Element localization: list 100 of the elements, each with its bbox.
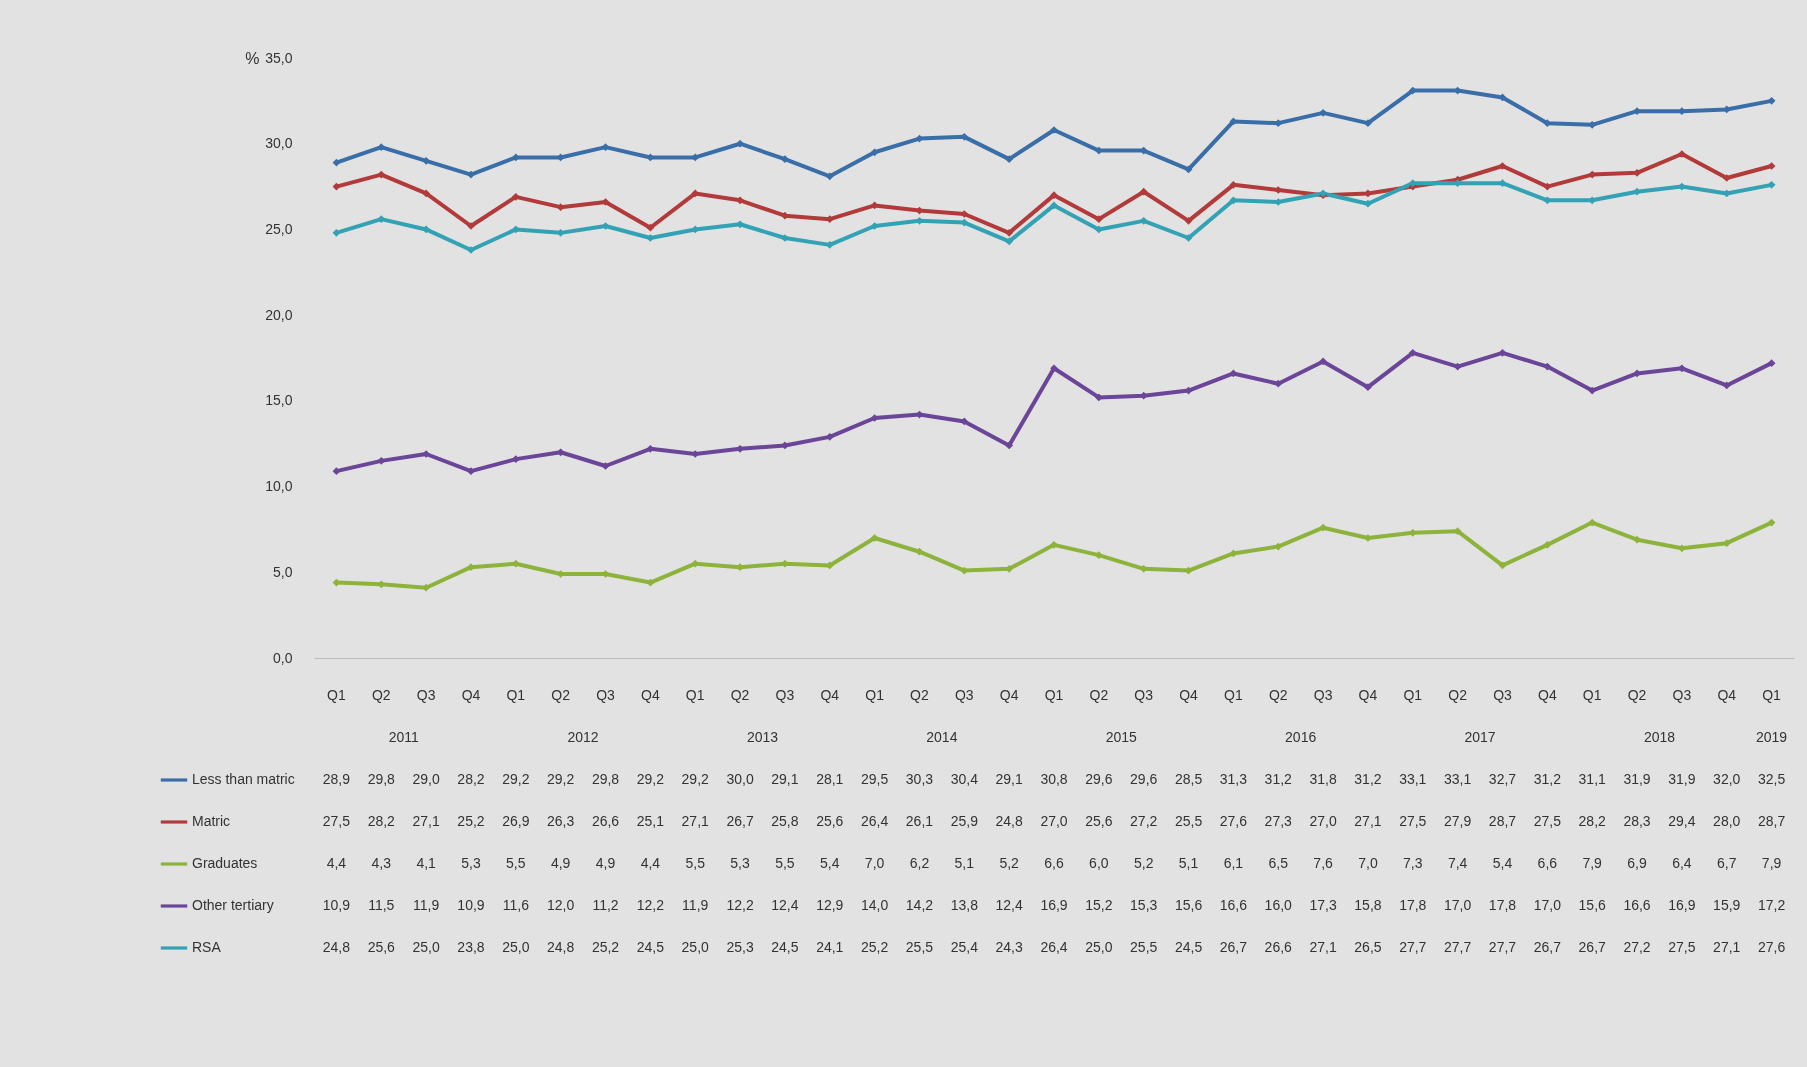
x-tick-label: Q4 — [1717, 687, 1737, 703]
data-label: 25,6 — [816, 813, 844, 829]
data-label: 24,8 — [995, 813, 1023, 829]
data-label: 17,3 — [1309, 897, 1337, 913]
point — [1094, 215, 1103, 224]
data-label: 31,3 — [1219, 771, 1248, 787]
data-label: 26,4 — [1040, 939, 1068, 955]
data-label: 5,1 — [1178, 855, 1199, 871]
point — [1722, 381, 1731, 390]
legend-label: Less than matric — [192, 771, 295, 787]
x-tick-label: Q1 — [685, 687, 705, 703]
point — [332, 182, 341, 191]
data-label: 26,9 — [502, 813, 530, 829]
data-label: 5,2 — [999, 855, 1020, 871]
point — [1543, 362, 1552, 371]
text: 2011 — [388, 729, 419, 745]
data-label: 25,1 — [636, 813, 665, 829]
data-label: 5,5 — [685, 855, 706, 871]
point — [1319, 108, 1327, 117]
data-label: 28,3 — [1623, 813, 1651, 829]
x-tick-label: Q3 — [1493, 687, 1513, 703]
point — [1229, 369, 1238, 378]
text: 2019 — [1756, 729, 1788, 745]
data-label: 7,9 — [1761, 855, 1782, 871]
data-label: 26,3 — [547, 813, 575, 829]
x-tick-label: Q3 — [596, 687, 616, 703]
point — [1319, 357, 1327, 366]
data-label: 27,1 — [681, 813, 710, 829]
data-label: 27,1 — [1713, 939, 1741, 955]
data-label: 28,2 — [1578, 813, 1607, 829]
data-label: 5,2 — [1133, 855, 1154, 871]
data-label: 25,0 — [1085, 939, 1113, 955]
data-label: 5,3 — [730, 855, 750, 871]
data-label: 17,0 — [1533, 897, 1562, 913]
data-label: 28,5 — [1174, 771, 1203, 787]
data-label: 32,5 — [1757, 771, 1786, 787]
data-label: 25,2 — [457, 813, 485, 829]
data-label: 17,8 — [1488, 897, 1517, 913]
data-label: 29,8 — [591, 771, 620, 787]
x-tick-label: Q2 — [910, 687, 929, 703]
data-label: 28,2 — [457, 771, 485, 787]
data-label: 29,2 — [636, 771, 665, 787]
data-label: 25,6 — [1085, 813, 1113, 829]
data-label: 27,6 — [1757, 939, 1786, 955]
data-label: 27,2 — [1130, 813, 1158, 829]
point — [467, 170, 475, 179]
data-label: 31,1 — [1578, 771, 1607, 787]
data-label: 26,6 — [1264, 939, 1293, 955]
point — [1498, 162, 1507, 170]
data-label: 15,3 — [1130, 897, 1158, 913]
data-label: 4,9 — [550, 855, 571, 871]
point — [1184, 234, 1193, 242]
data-label: 12,4 — [995, 897, 1023, 913]
x-tick-label: Q4 — [461, 687, 481, 703]
y-tick-label: 20,0 — [265, 306, 293, 323]
data-label: 25,0 — [681, 939, 710, 955]
data-label: 7,4 — [1447, 855, 1468, 871]
data-label: 7,0 — [1358, 855, 1378, 871]
data-label: 11,9 — [682, 897, 709, 913]
data-label: 27,1 — [1309, 939, 1337, 955]
text: 2017 — [1464, 729, 1496, 745]
legend-label: RSA — [192, 939, 222, 955]
point — [1453, 362, 1462, 371]
point — [870, 222, 879, 230]
data-label: 26,5 — [1354, 939, 1382, 955]
data-label: 29,2 — [547, 771, 575, 787]
point — [1633, 168, 1641, 177]
data-label: 6,7 — [1716, 855, 1737, 871]
data-label: 27,3 — [1264, 813, 1293, 829]
x-tick-label: Q2 — [551, 687, 571, 703]
y-tick-label: 30,0 — [265, 135, 293, 152]
data-label: 24,5 — [636, 939, 665, 955]
data-label: 25,0 — [412, 939, 440, 955]
data-label: 23,8 — [457, 939, 485, 955]
data-label: 6,5 — [1268, 855, 1289, 871]
data-label: 29,6 — [1130, 771, 1158, 787]
y-tick-label: 10,0 — [265, 478, 293, 495]
data-label: 27,0 — [1040, 813, 1068, 829]
data-label: 6,2 — [909, 855, 930, 871]
data-label: 12,0 — [547, 897, 575, 913]
point — [332, 158, 341, 167]
data-label: 5,5 — [506, 855, 526, 871]
data-label: 27,6 — [1219, 813, 1248, 829]
point — [1139, 216, 1148, 225]
x-tick-label: Q2 — [1627, 687, 1647, 703]
data-label: 15,6 — [1578, 897, 1607, 913]
point — [377, 170, 386, 179]
data-label: 29,1 — [995, 771, 1023, 787]
data-label: 6,0 — [1089, 855, 1109, 871]
data-label: 24,1 — [816, 939, 844, 955]
data-label: 4,1 — [416, 855, 437, 871]
data-label: 11,9 — [413, 897, 440, 913]
data-label: 15,8 — [1354, 897, 1382, 913]
data-label: 27,7 — [1444, 939, 1472, 955]
data-label: 4,4 — [326, 855, 347, 871]
x-tick-label: Q1 — [865, 687, 885, 703]
data-label: 30,3 — [905, 771, 934, 787]
point — [1767, 518, 1776, 527]
data-label: 26,1 — [905, 813, 934, 829]
data-label: 24,8 — [322, 939, 351, 955]
